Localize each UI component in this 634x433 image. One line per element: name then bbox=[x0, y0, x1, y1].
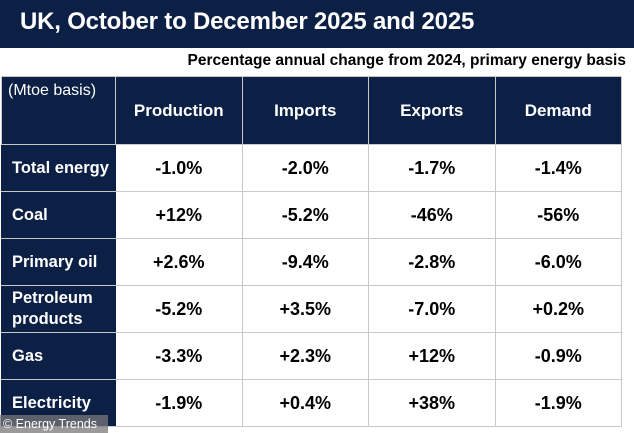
table-cell: -1.4% bbox=[494, 144, 622, 192]
column-header-demand: Demand bbox=[494, 76, 622, 145]
table-cell: +2.6% bbox=[115, 238, 243, 286]
table-row: Primary oil +2.6% -9.4% -2.8% -6.0% bbox=[1, 238, 622, 286]
row-label: Gas bbox=[1, 332, 116, 380]
column-header-exports: Exports bbox=[368, 76, 496, 145]
table-row: Coal +12% -5.2% -46% -56% bbox=[1, 191, 622, 239]
table-row: Petroleum products -5.2% +3.5% -7.0% +0.2% bbox=[1, 285, 622, 333]
energy-table: (Mtoe basis) Production Imports Exports … bbox=[1, 76, 622, 427]
table-row: Total energy -1.0% -2.0% -1.7% -1.4% bbox=[1, 144, 622, 192]
table-cell: -5.2% bbox=[115, 285, 243, 333]
table-cell: +2.3% bbox=[241, 332, 369, 380]
table-cell: -56% bbox=[494, 191, 622, 239]
table-cell: -1.9% bbox=[115, 379, 243, 427]
table-cell: +3.5% bbox=[241, 285, 369, 333]
table-cell: -5.2% bbox=[241, 191, 369, 239]
table-cell: +12% bbox=[115, 191, 243, 239]
table-cell: +0.4% bbox=[241, 379, 369, 427]
table-cell: +0.2% bbox=[494, 285, 622, 333]
table-cell: -6.0% bbox=[494, 238, 622, 286]
table-cell: -1.9% bbox=[494, 379, 622, 427]
table-cell: +12% bbox=[368, 332, 496, 380]
header-row: (Mtoe basis) Production Imports Exports … bbox=[1, 76, 622, 145]
credit-label: © Energy Trends bbox=[0, 415, 108, 433]
table-cell: -1.7% bbox=[368, 144, 496, 192]
table-cell: +38% bbox=[368, 379, 496, 427]
corner-label: (Mtoe basis) bbox=[1, 76, 116, 145]
row-label: Coal bbox=[1, 191, 116, 239]
column-header-imports: Imports bbox=[241, 76, 369, 145]
table-cell: -46% bbox=[368, 191, 496, 239]
chart-subtitle: Percentage annual change from 2024, prim… bbox=[187, 52, 627, 69]
table-cell: -2.8% bbox=[368, 238, 496, 286]
table-cell: -7.0% bbox=[368, 285, 496, 333]
column-header-production: Production bbox=[115, 76, 243, 145]
table-cell: -0.9% bbox=[494, 332, 622, 380]
table-cell: -2.0% bbox=[241, 144, 369, 192]
row-label: Total energy bbox=[1, 144, 116, 192]
table-cell: -1.0% bbox=[115, 144, 243, 192]
table-cell: -9.4% bbox=[241, 238, 369, 286]
chart-title: UK, October to December 2025 and 2025 bbox=[20, 8, 475, 35]
title-bar: UK, October to December 2025 and 2025 bbox=[0, 0, 634, 48]
row-label: Petroleum products bbox=[1, 285, 116, 333]
table-row: Gas -3.3% +2.3% +12% -0.9% bbox=[1, 332, 622, 380]
table-cell: -3.3% bbox=[115, 332, 243, 380]
row-label: Primary oil bbox=[1, 238, 116, 286]
